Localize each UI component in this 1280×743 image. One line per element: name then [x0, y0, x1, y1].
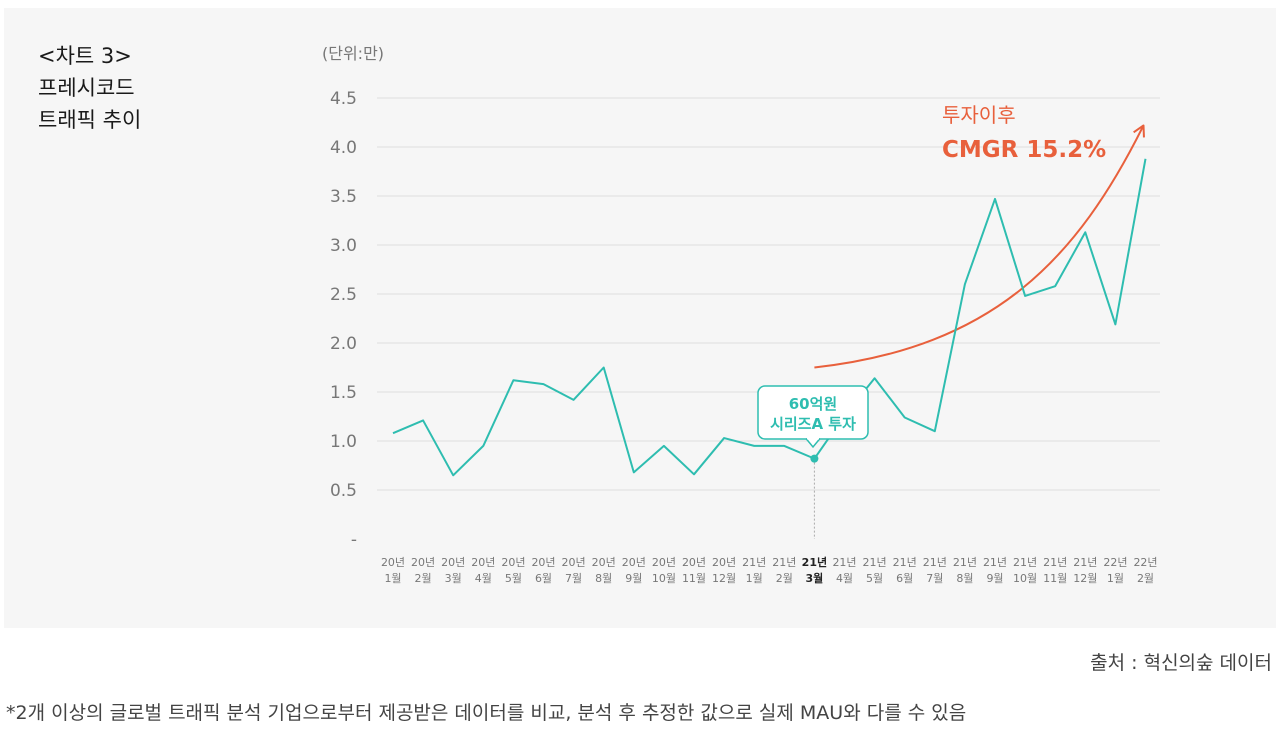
y-tick-label: 0.5 — [330, 481, 357, 501]
y-tick-label: 1.5 — [330, 383, 357, 403]
x-tick-month: 3월 — [445, 572, 462, 585]
unit-label: (단위:만) — [322, 44, 384, 63]
trend-arrowhead — [1133, 124, 1145, 138]
y-tick-label: 3.0 — [330, 236, 357, 256]
chart-subject: 프레시코드 — [38, 76, 135, 100]
traffic-line-chart: (단위:만) - 0.5 1.0 1.5 2.0 2.5 3.0 3.5 4.0 4.5 20년 1… — [322, 44, 1160, 585]
x-tick-month: 8월 — [956, 572, 973, 585]
x-tick-year: 21년 — [893, 556, 917, 569]
x-tick-year: 21년 — [1073, 556, 1097, 569]
x-tick-year: 20년 — [562, 556, 586, 569]
callout-line-2: 시리즈A 투자 — [770, 415, 856, 433]
x-tick-month: 10월 — [652, 572, 676, 585]
chart-panel — [4, 8, 1276, 628]
x-tick-month: 3월 — [806, 571, 824, 585]
x-tick-month: 2월 — [776, 572, 793, 585]
x-tick-month: 5월 — [866, 572, 883, 585]
investment-callout: 60억원 시리즈A 투자 — [757, 385, 869, 449]
x-tick-month: 6월 — [896, 572, 913, 585]
traffic-series-line — [392, 158, 1147, 477]
x-tick-month: 2월 — [1137, 572, 1154, 585]
x-tick-month: 4월 — [836, 572, 853, 585]
x-tick-year: 20년 — [712, 556, 736, 569]
y-tick-label: 2.0 — [330, 334, 357, 354]
x-tick-year: 20년 — [682, 556, 706, 569]
x-tick-year: 20년 — [501, 556, 525, 569]
x-tick-month: 2월 — [415, 572, 432, 585]
investment-point — [810, 454, 819, 463]
x-tick-year: 21년 — [983, 556, 1007, 569]
y-tick-label: 1.0 — [330, 432, 357, 452]
chart-number: <차트 3> — [38, 44, 132, 68]
y-tick-label: - — [351, 530, 357, 550]
growth-rate: CMGR 15.2% — [942, 137, 1106, 163]
x-tick-year: 21년 — [742, 556, 766, 569]
y-tick-label: 2.5 — [330, 285, 357, 305]
x-tick-year: 20년 — [471, 556, 495, 569]
growth-label: 투자이후 — [942, 103, 1016, 127]
x-tick-year: 21년 — [832, 556, 856, 569]
x-tick-month: 9월 — [986, 572, 1003, 585]
chart-topic: 트래픽 추이 — [38, 108, 142, 132]
x-tick-month: 7월 — [926, 572, 943, 585]
x-tick-month: 10월 — [1013, 572, 1037, 585]
x-tick-year: 22년 — [1133, 556, 1157, 569]
x-tick-month: 6월 — [535, 572, 552, 585]
x-tick-month: 12월 — [1073, 572, 1097, 585]
y-tick-label: 3.5 — [330, 187, 357, 207]
x-tick-month: 1월 — [746, 572, 763, 585]
x-tick-year: 21년 — [953, 556, 977, 569]
x-tick-month: 8월 — [595, 572, 612, 585]
x-tick-month: 11월 — [682, 572, 706, 585]
chart-heading: <차트 3> 프레시코드 트래픽 추이 — [38, 40, 141, 136]
x-tick-month: 4월 — [475, 572, 492, 585]
x-tick-year: 20년 — [441, 556, 465, 569]
x-tick-year: 20년 — [592, 556, 616, 569]
data-source: 출처 : 혁신의숲 데이터 — [1090, 652, 1272, 674]
x-tick-year: 22년 — [1103, 556, 1127, 569]
x-tick-month: 9월 — [625, 572, 642, 585]
x-tick-month: 5월 — [505, 572, 522, 585]
x-tick-year: 21년 — [802, 555, 827, 569]
x-tick-year: 21년 — [1043, 556, 1067, 569]
x-tick-year: 20년 — [381, 556, 405, 569]
x-tick-year: 20년 — [531, 556, 555, 569]
x-tick-year: 21년 — [923, 556, 947, 569]
callout-pointer — [805, 438, 821, 449]
x-tick-month: 12월 — [712, 572, 736, 585]
x-tick-month: 7월 — [565, 572, 582, 585]
x-tick-year: 20년 — [411, 556, 435, 569]
x-tick-month: 1월 — [1107, 572, 1124, 585]
x-tick-year: 20년 — [622, 556, 646, 569]
y-tick-label: 4.0 — [330, 138, 357, 158]
x-tick-year: 20년 — [652, 556, 676, 569]
x-tick-year: 21년 — [1013, 556, 1037, 569]
x-tick-month: 1월 — [384, 572, 401, 585]
x-tick-month: 11월 — [1043, 572, 1067, 585]
y-tick-label: 4.5 — [330, 89, 357, 109]
callout-line-1: 60억원 — [789, 395, 837, 413]
footnote: *2개 이상의 글로벌 트래픽 분석 기업으로부터 제공받은 데이터를 비교, … — [6, 702, 967, 724]
x-tick-year: 21년 — [863, 556, 887, 569]
x-tick-year: 21년 — [772, 556, 796, 569]
